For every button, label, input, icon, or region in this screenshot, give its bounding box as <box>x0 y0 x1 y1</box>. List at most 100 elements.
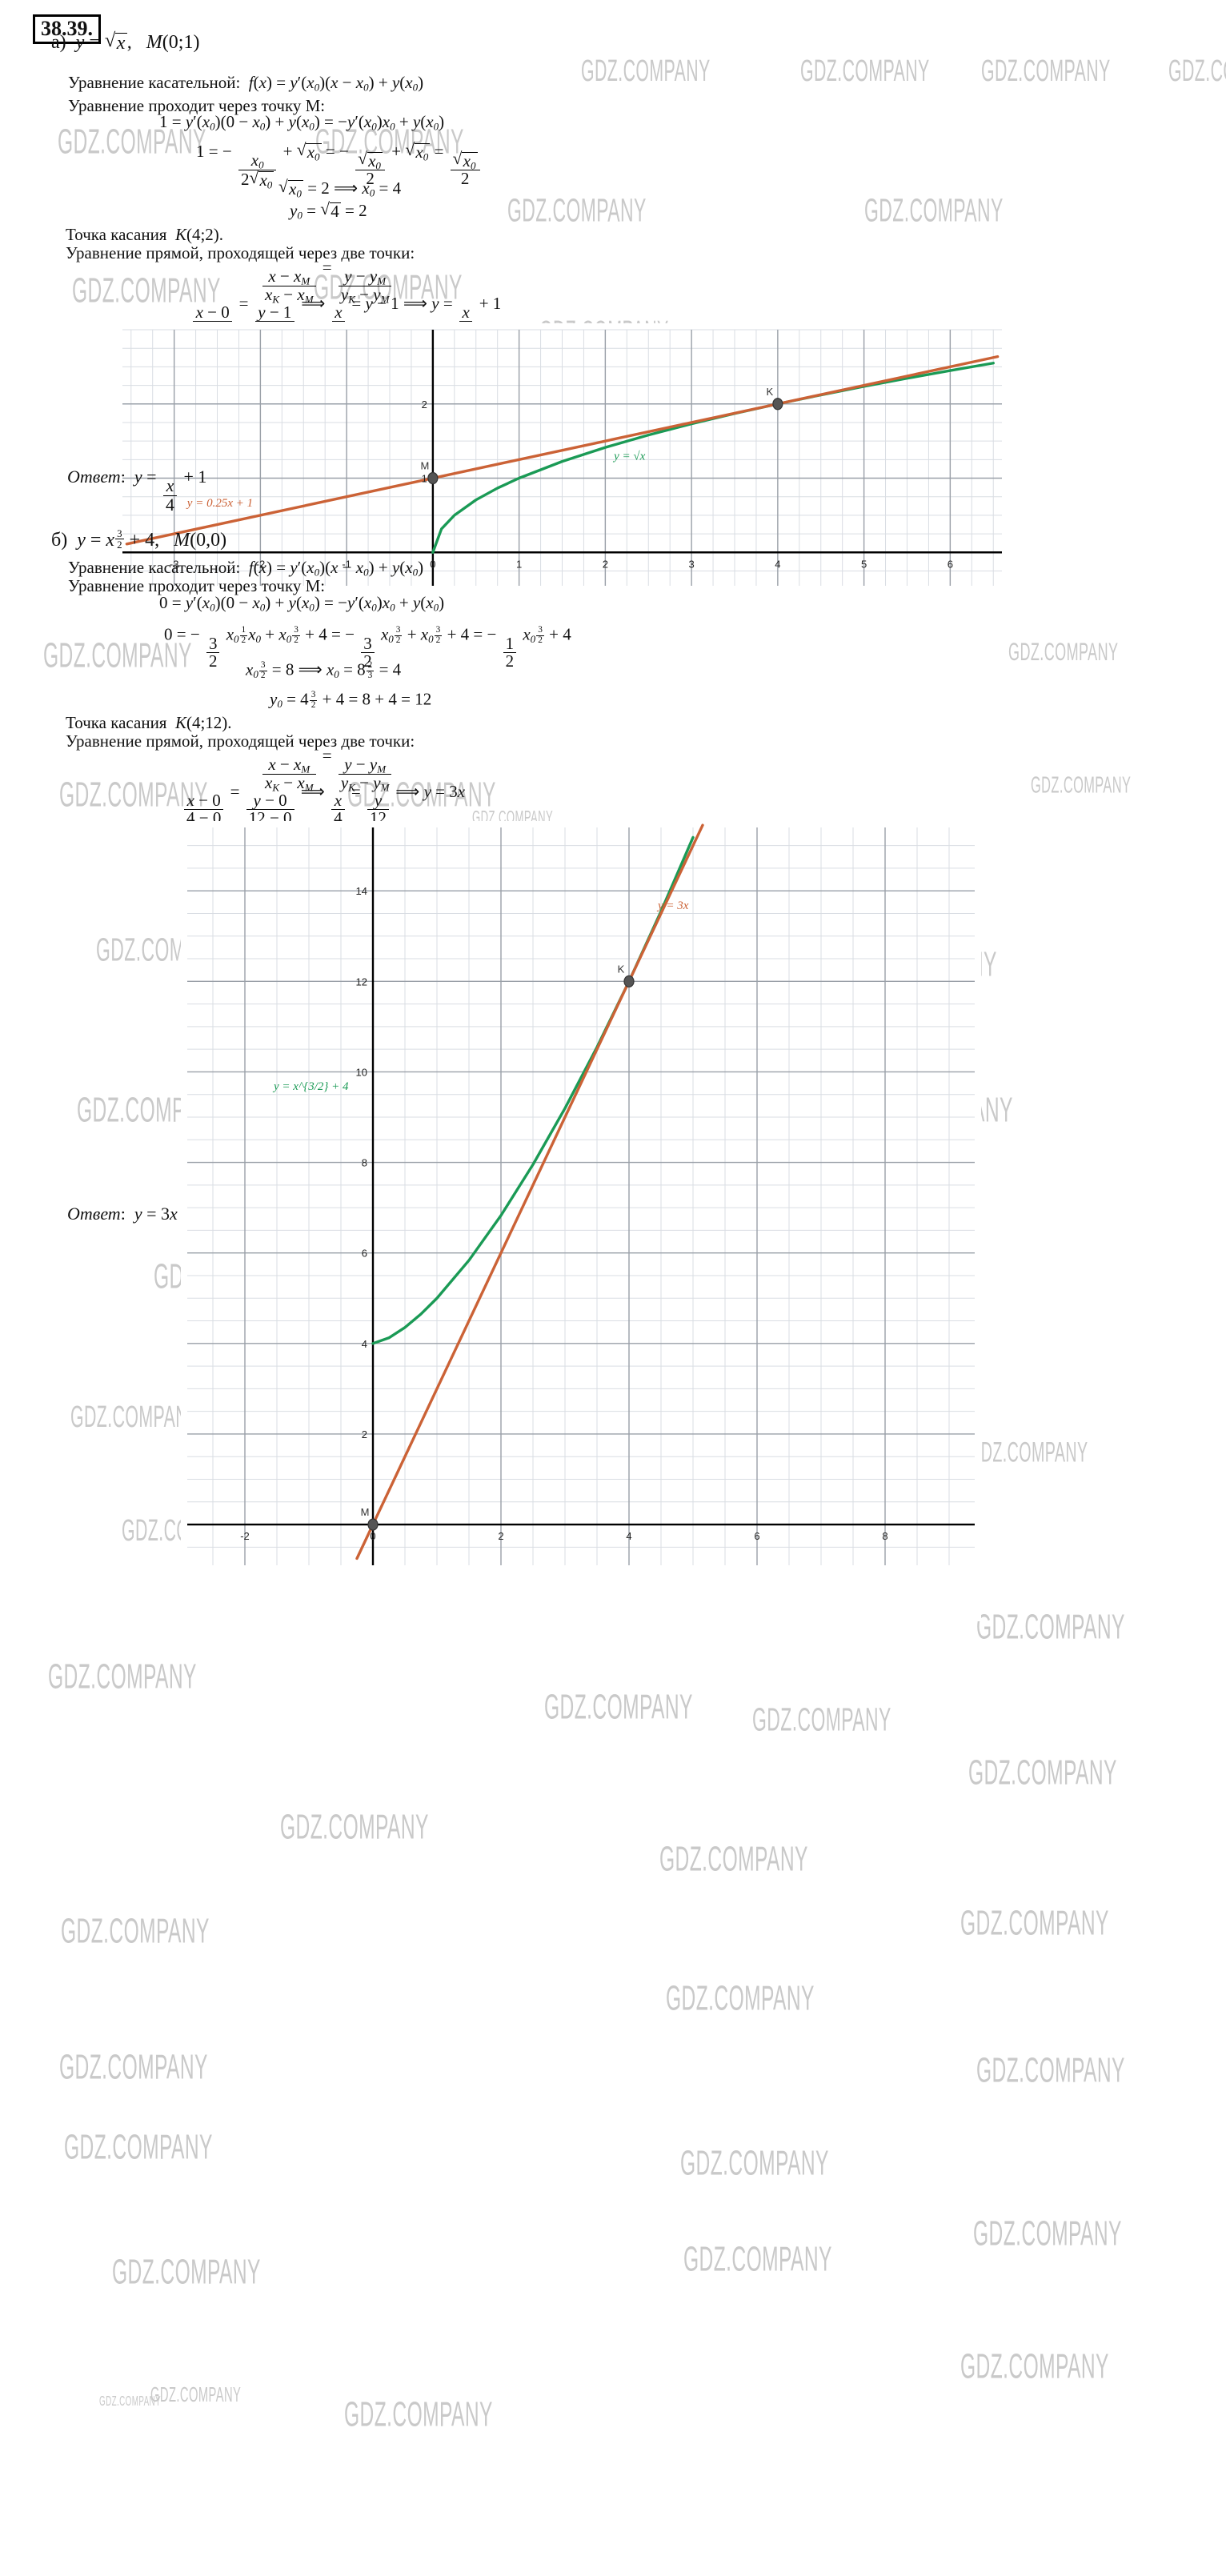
part-a-two-points-intro: Уравнение прямой, проходящей через две т… <box>66 243 415 262</box>
axis-tick-label: -2 <box>256 558 266 570</box>
chart-background <box>181 821 981 1621</box>
watermark: GDZ.COMPANY <box>581 53 711 88</box>
axis-tick-label: 6 <box>948 558 953 570</box>
watermark: GDZ.COMPANY <box>1168 53 1226 88</box>
axis-tick-label: 4 <box>626 1530 631 1542</box>
watermark: GDZ.COMPANY <box>344 2396 493 2434</box>
series-label: y = x^{3/2} + 4 <box>272 1080 349 1093</box>
data-point-k <box>623 975 635 988</box>
axis-tick-label: -1 <box>342 558 351 570</box>
watermark: GDZ.COMPANY <box>666 1980 815 2018</box>
watermark: GDZ.COMPANY <box>800 53 930 88</box>
watermark: GDZ.COMPANY <box>976 1608 1125 1647</box>
axis-tick-label: 14 <box>356 885 367 897</box>
part-b-answer: Ответ: y = 3x <box>67 1204 178 1224</box>
series-line <box>125 355 1000 546</box>
watermark: GDZ.COMPANY <box>150 2383 242 2406</box>
axis-tick-label: -3 <box>170 558 179 570</box>
axis-tick-label: 4 <box>362 1338 367 1350</box>
watermark: GDZ.COMPANY <box>981 53 1111 88</box>
axis-tick-label: 0 <box>370 1530 375 1542</box>
axis-tick-label: 12 <box>356 976 367 988</box>
axis-tick-label: 10 <box>356 1066 367 1078</box>
part-b-two-point-formula: x − xM xK − xM = y − yM yK − yM <box>260 747 394 793</box>
axis-tick-label: 0 <box>430 558 435 570</box>
part-b-label: б) <box>51 530 68 551</box>
part-b-tangent-intro: Уравнение касательной: f(x) = y′(x0)(x −… <box>68 558 424 579</box>
axis-tick-label: 2 <box>422 399 427 411</box>
data-point-m <box>367 1518 379 1531</box>
watermark: GDZ.COMPANY <box>973 2215 1122 2253</box>
part-a-through-point: Уравнение проходит через точку M: <box>68 96 326 115</box>
watermark: GDZ.COMPANY <box>61 1913 210 1951</box>
data-point-k <box>772 398 783 411</box>
part-b-eq1: 0 = y′(x0)(0 − x0) + y(x0) = −y′(x0)x0 +… <box>159 593 445 614</box>
exercise-number: 38.39. <box>33 14 101 45</box>
axis-tick-label: 4 <box>775 558 780 570</box>
watermark: GDZ.COMPANY <box>507 192 647 228</box>
part-a-statement: а) y = x, M(0;1) <box>51 31 199 53</box>
watermark: GDZ.COMPANY <box>48 1658 197 1697</box>
axis-tick-label: 5 <box>861 558 867 570</box>
watermark: GDZ.COMPANY <box>680 2145 829 2183</box>
axis-tick-label: M <box>361 1506 370 1518</box>
axis-tick-label: 3 <box>689 558 695 570</box>
watermark: GDZ.COMPANY <box>1031 773 1132 799</box>
series-label: y = 3x <box>656 899 689 912</box>
watermark: GDZ.COMPANY <box>864 192 1004 228</box>
axis-tick-label: 8 <box>362 1157 367 1169</box>
chart-b-svg: -2 0 2 4 6 8 2 4 6 8 10 12 14 K My = x^{3/2} + 4 y = 3x <box>181 821 981 1621</box>
watermark: GDZ.COMPANY <box>1008 637 1119 667</box>
watermark: GDZ.COMPANY <box>99 2393 162 2410</box>
watermark: GDZ.COMPANY <box>752 1701 891 1737</box>
axis-tick-label: K <box>618 963 625 975</box>
series-label: y = √x <box>612 450 646 463</box>
chart-a-svg: -3 -2 -1 0 1 2 3 4 5 6 1 2 M Ky = √x y = 0.25x + 1 <box>116 323 1008 603</box>
watermark: GDZ.COMPANY <box>968 1437 1088 1469</box>
axis-tick-label: 6 <box>362 1248 367 1260</box>
data-point-m <box>427 471 439 485</box>
part-a-answer-label: Ответ <box>67 467 121 487</box>
axis-tick-label: 6 <box>754 1530 759 1542</box>
part-a-tangent-intro: Уравнение касательной: f(x) = y′(x0)(x −… <box>68 73 424 94</box>
series-label: y = 0.25x + 1 <box>186 497 253 510</box>
watermark: GDZ.COMPANY <box>112 2253 261 2292</box>
part-a-eq1: 1 = y′(x0)(0 − x0) + y(x0) = −y′(x0)x0 +… <box>159 112 445 133</box>
part-a-two-point-formula: x − xM xK − xM = y − yM yK − yM <box>260 259 394 305</box>
series-line <box>431 362 995 554</box>
watermark: GDZ.COMPANY <box>280 1809 429 1847</box>
watermark: GDZ.COMPANY <box>64 2129 213 2167</box>
watermark: GDZ.COMPANY <box>683 2241 832 2279</box>
axis-tick-label: 1 <box>516 558 522 570</box>
axis-tick-label: 2 <box>362 1428 367 1440</box>
axis-tick-label: 2 <box>498 1530 503 1542</box>
watermark: GDZ.COMPANY <box>59 2049 208 2087</box>
part-a-label: а) <box>51 32 66 53</box>
watermark: GDZ.COMPANY <box>544 1689 693 1727</box>
part-a-eq4: y0 = 4 = 2 <box>290 201 367 221</box>
part-b-touch-point: Точка касания K(4;12). <box>66 713 232 732</box>
axis-tick-label: 8 <box>882 1530 887 1542</box>
axis-tick-label: K <box>767 386 774 398</box>
axis-tick-label: 2 <box>603 558 608 570</box>
axis-tick-label: M <box>420 460 429 472</box>
watermark: GDZ.COMPANY <box>968 1754 1117 1793</box>
series-line <box>355 823 704 1560</box>
part-b-through-point: Уравнение проходит через точку M: <box>68 576 326 595</box>
axis-tick-label: 1 <box>422 473 427 485</box>
watermark: GDZ.COMPANY <box>976 2052 1125 2090</box>
watermark: GDZ.COMPANY <box>960 2348 1109 2386</box>
part-a-touch-point: Точка касания K(4;2). <box>66 225 224 244</box>
watermark: GDZ.COMPANY <box>659 1841 808 1879</box>
watermark: GDZ.COMPANY <box>960 1905 1109 1943</box>
part-a-eq3: x0 = 2 ⟹ x0 = 4 <box>278 178 401 198</box>
part-b-two-points-intro: Уравнение прямой, проходящей через две т… <box>66 731 415 751</box>
